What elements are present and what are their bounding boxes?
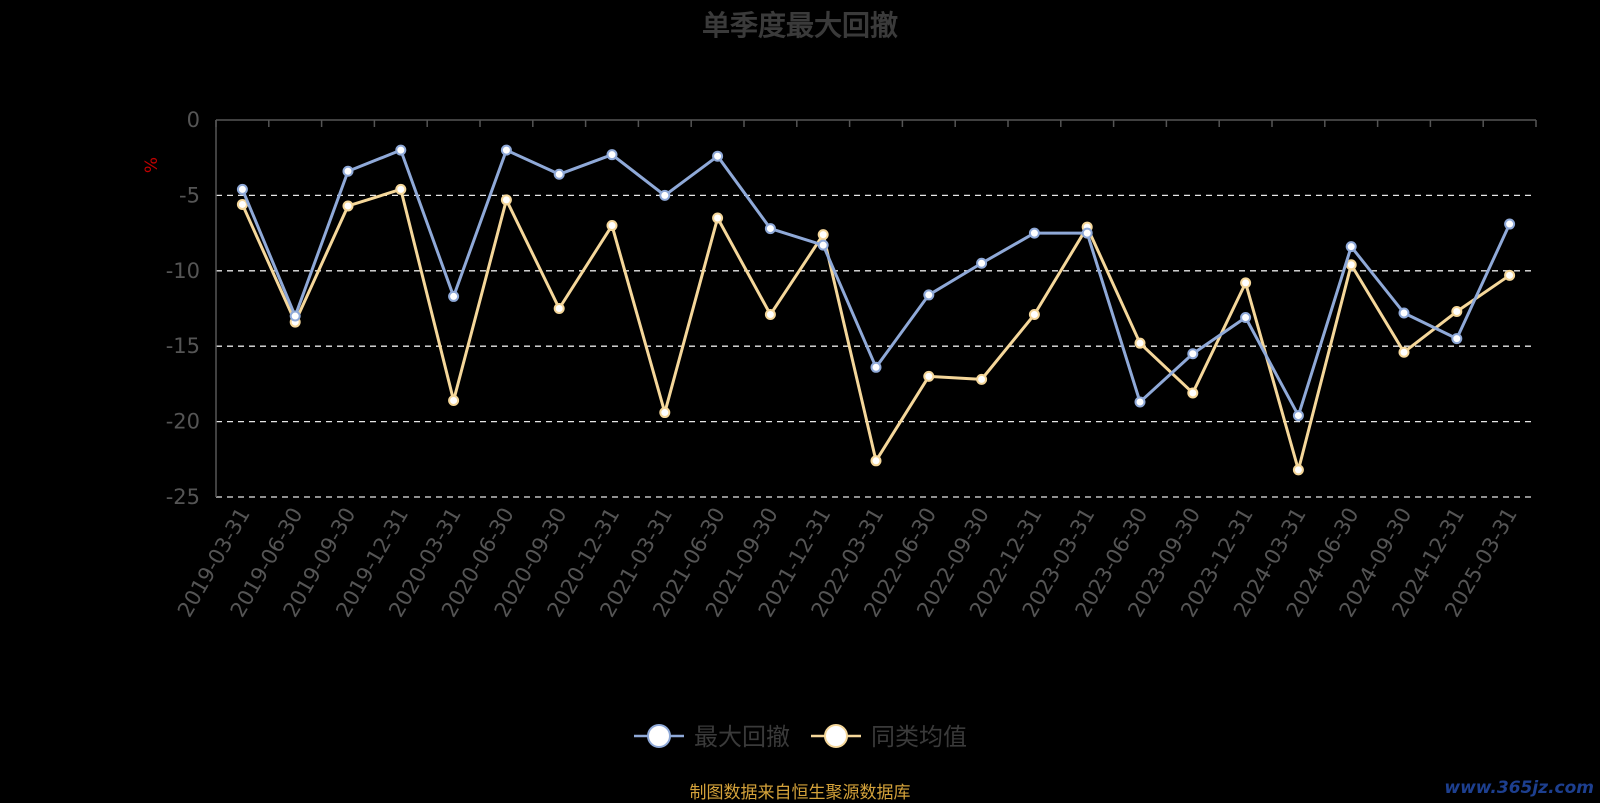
data-point bbox=[500, 144, 512, 156]
data-point bbox=[1240, 277, 1252, 289]
data-point bbox=[817, 239, 829, 251]
data-point bbox=[1187, 387, 1199, 399]
data-point bbox=[712, 212, 724, 224]
data-point bbox=[606, 149, 618, 161]
y-tick-label: -15 bbox=[166, 334, 200, 358]
data-point bbox=[342, 165, 354, 177]
data-point bbox=[606, 220, 618, 232]
data-point bbox=[1292, 464, 1304, 476]
data-point bbox=[1451, 333, 1463, 345]
data-point bbox=[395, 183, 407, 195]
data-point bbox=[923, 289, 935, 301]
legend-swatch-marker bbox=[824, 724, 848, 748]
data-point bbox=[1398, 346, 1410, 358]
data-point bbox=[764, 223, 776, 235]
data-point bbox=[1504, 269, 1516, 281]
data-point bbox=[500, 194, 512, 206]
data-point bbox=[712, 150, 724, 162]
data-point bbox=[870, 361, 882, 373]
data-point bbox=[236, 183, 248, 195]
series-layer bbox=[236, 144, 1516, 476]
data-point bbox=[342, 200, 354, 212]
data-source-note: 制图数据来自恒生聚源数据库 bbox=[689, 783, 911, 803]
data-point bbox=[553, 303, 565, 314]
data-point bbox=[1292, 410, 1304, 422]
data-point bbox=[923, 370, 935, 382]
data-point bbox=[817, 229, 829, 241]
data-point bbox=[236, 198, 248, 210]
data-point bbox=[1240, 312, 1252, 324]
series-line bbox=[241, 148, 1511, 418]
data-point bbox=[1451, 306, 1463, 318]
data-point bbox=[764, 309, 776, 321]
data-point bbox=[1134, 396, 1146, 408]
legend-label: 同类均值 bbox=[871, 723, 967, 751]
data-point bbox=[1028, 227, 1040, 239]
data-point bbox=[395, 144, 407, 156]
data-point bbox=[976, 373, 988, 385]
data-point bbox=[1345, 241, 1357, 253]
y-tick-label: -5 bbox=[179, 183, 200, 207]
y-tick-label: -10 bbox=[166, 259, 200, 283]
data-point bbox=[1081, 227, 1093, 239]
data-point bbox=[448, 290, 460, 302]
data-point bbox=[870, 455, 882, 467]
data-point bbox=[659, 407, 671, 419]
y-tick-label: -20 bbox=[166, 410, 200, 434]
chart-title: 单季度最大回撤 bbox=[701, 9, 898, 42]
data-point bbox=[976, 257, 988, 269]
data-point bbox=[1134, 337, 1146, 349]
data-point bbox=[1028, 309, 1040, 321]
grid-layer bbox=[216, 194, 1536, 498]
legend: 最大回撤 同类均值 bbox=[634, 723, 967, 751]
data-point bbox=[553, 168, 565, 180]
data-point bbox=[448, 394, 460, 406]
data-point bbox=[659, 189, 671, 201]
data-point bbox=[289, 310, 301, 322]
y-tick-label: 0 bbox=[187, 108, 200, 132]
data-point bbox=[1398, 307, 1410, 319]
y-tick-label: -25 bbox=[166, 485, 200, 509]
y-axis-label: % bbox=[142, 157, 162, 173]
legend-label: 最大回撤 bbox=[694, 723, 790, 751]
watermark-text: www.365jz.com bbox=[1444, 778, 1594, 798]
data-point bbox=[1504, 218, 1516, 230]
series-line bbox=[241, 187, 1511, 472]
legend-swatch-marker bbox=[647, 724, 671, 748]
data-point bbox=[1187, 348, 1199, 360]
